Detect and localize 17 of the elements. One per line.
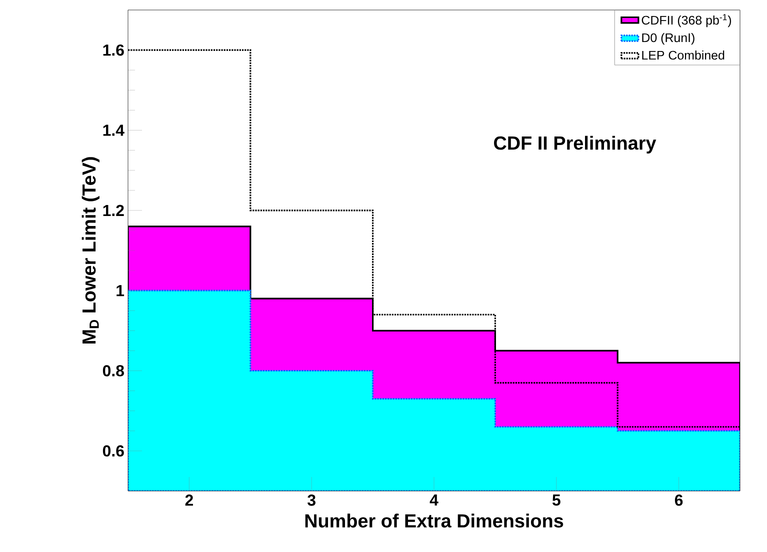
y-tick-label: 1 xyxy=(116,285,124,296)
annotation: CDF II Preliminary xyxy=(494,136,656,154)
y-tick-label: 0.8 xyxy=(102,365,124,376)
x-tick-label: 5 xyxy=(552,494,560,506)
legend-label: D0 (RunI) xyxy=(642,32,694,45)
y-tick-label: 1.4 xyxy=(103,124,124,136)
y-axis-title: M$_{D}$ Lower Limit (TeV) xyxy=(82,157,100,344)
x-tick-label: 3 xyxy=(308,494,316,506)
x-tick-label: 2 xyxy=(185,494,193,506)
x-tick-label: 6 xyxy=(674,494,683,506)
y-tick-label: 0.6 xyxy=(102,445,124,457)
x-axis-title: Number of Extra Dimensions xyxy=(305,514,564,528)
y-tick-label: 1.6 xyxy=(103,44,124,56)
legend-label: LEP Combined xyxy=(642,50,724,60)
x-tick-label: 4 xyxy=(430,494,438,506)
y-tick-label: 1.2 xyxy=(103,204,124,216)
legend-label: CDFII (368 pb$^{-1}$) xyxy=(642,14,732,28)
